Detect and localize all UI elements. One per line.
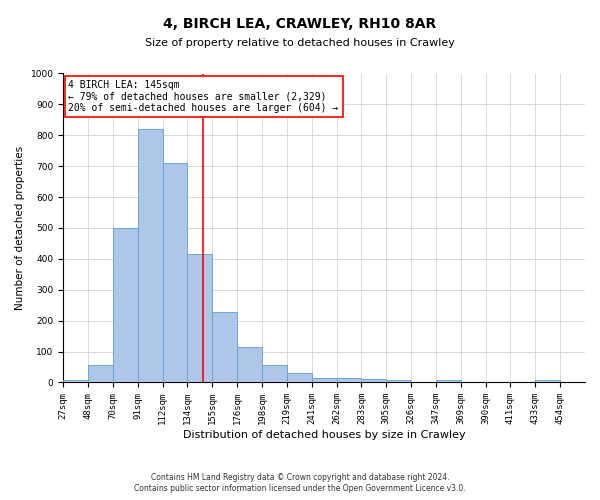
Bar bbox=[312, 378, 337, 382]
Bar bbox=[212, 312, 237, 382]
Bar bbox=[386, 380, 411, 382]
Text: 4, BIRCH LEA, CRAWLEY, RH10 8AR: 4, BIRCH LEA, CRAWLEY, RH10 8AR bbox=[163, 18, 437, 32]
Bar bbox=[262, 366, 287, 382]
Y-axis label: Number of detached properties: Number of detached properties bbox=[15, 146, 25, 310]
Bar bbox=[535, 380, 560, 382]
Text: Contains HM Land Registry data © Crown copyright and database right 2024.: Contains HM Land Registry data © Crown c… bbox=[151, 472, 449, 482]
Bar bbox=[163, 163, 187, 382]
Bar bbox=[287, 373, 312, 382]
Bar bbox=[63, 380, 88, 382]
Text: Contains public sector information licensed under the Open Government Licence v3: Contains public sector information licen… bbox=[134, 484, 466, 493]
Bar bbox=[237, 346, 262, 382]
Bar bbox=[88, 365, 113, 382]
Bar bbox=[138, 129, 163, 382]
Bar bbox=[361, 379, 386, 382]
Text: 4 BIRCH LEA: 145sqm
← 79% of detached houses are smaller (2,329)
20% of semi-det: 4 BIRCH LEA: 145sqm ← 79% of detached ho… bbox=[68, 80, 339, 113]
Bar bbox=[113, 228, 138, 382]
Bar bbox=[337, 378, 361, 382]
Text: Size of property relative to detached houses in Crawley: Size of property relative to detached ho… bbox=[145, 38, 455, 48]
Bar bbox=[436, 380, 461, 382]
Bar bbox=[187, 254, 212, 382]
X-axis label: Distribution of detached houses by size in Crawley: Distribution of detached houses by size … bbox=[183, 430, 466, 440]
